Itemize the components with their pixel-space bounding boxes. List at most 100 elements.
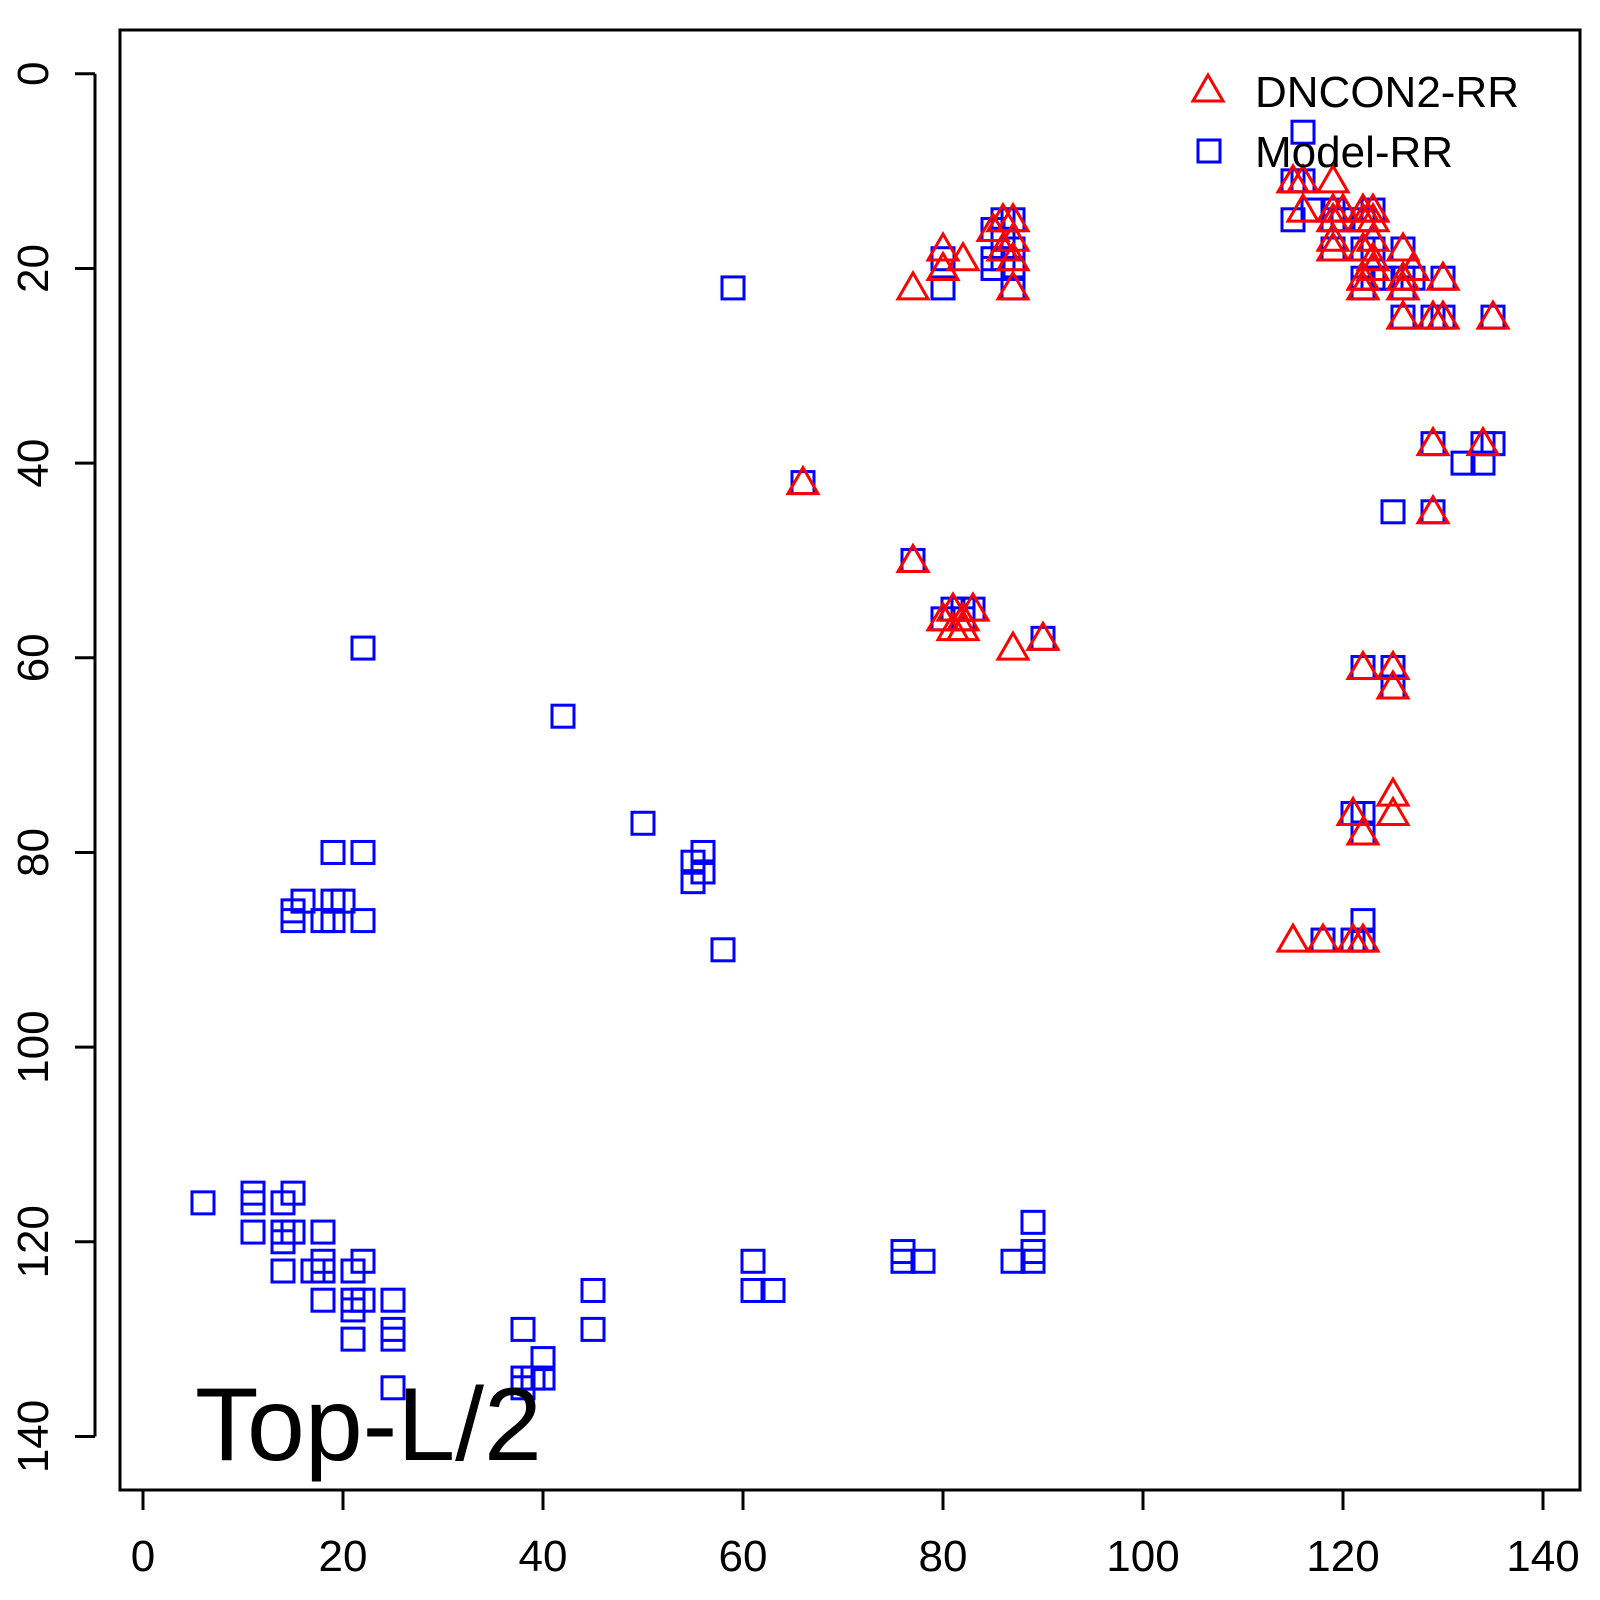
model-rr-point: [740, 1277, 766, 1303]
legend: DNCON2-RR Model-RR: [1190, 68, 1519, 177]
dncon2-rr-point: [995, 630, 1031, 661]
y-tick-label: 100: [9, 1010, 58, 1083]
dncon2-rr-point: [1305, 922, 1341, 953]
model-rr-point: [760, 1277, 786, 1303]
x-tick-label: 140: [1506, 1532, 1579, 1581]
dncon2-rr-point: [1375, 649, 1411, 681]
dncon2-rr-point: [995, 221, 1031, 252]
model-rr-points: [190, 119, 1506, 1401]
dncon2-rr-point: [945, 240, 981, 272]
model-rr-point: [1020, 1248, 1046, 1274]
x-tick-label: 120: [1306, 1532, 1379, 1581]
model-rr-point: [310, 1287, 336, 1313]
dncon2-rr-point: [785, 464, 821, 496]
model-rr-point: [530, 1346, 556, 1372]
annotation-label: Top-L/2: [195, 1367, 542, 1483]
dncon2-rr-point: [995, 201, 1031, 233]
dncon2-rr-point: [1355, 192, 1391, 223]
dncon2-rr-point: [1285, 192, 1321, 223]
dncon2-rr-point: [1025, 620, 1061, 651]
dncon2-rr-point: [1285, 162, 1321, 194]
y-tick-label: 40: [9, 439, 58, 488]
dncon2-rr-point: [945, 610, 981, 642]
y-tick-label: 80: [9, 828, 58, 877]
model-rr-point: [310, 1219, 336, 1245]
model-rr-point: [340, 1297, 366, 1323]
model-rr-point: [550, 703, 576, 729]
y-tick-label: 0: [9, 62, 58, 86]
model-rr-point: [740, 1248, 766, 1274]
model-rr-point: [910, 1248, 936, 1274]
dncon2-rr-point: [945, 600, 981, 632]
dncon2-rr-point: [1415, 493, 1451, 525]
model-rr-point: [320, 908, 346, 934]
legend-label-dncon2-rr: DNCON2-RR: [1255, 68, 1519, 117]
dncon2-rr-point: [995, 269, 1031, 301]
model-rr-point: [270, 1258, 296, 1284]
x-tick-label: 0: [131, 1532, 155, 1581]
y-tick-label: 20: [9, 244, 58, 293]
model-rr-point: [1020, 1209, 1046, 1235]
model-rr-point: [350, 635, 376, 661]
model-rr-point: [340, 1326, 366, 1352]
dncon2-rr-point: [1375, 776, 1411, 807]
dncon2-rr-point: [1385, 269, 1421, 301]
model-rr-point: [710, 937, 736, 963]
model-rr-point: [350, 839, 376, 865]
dncon2-rr-point: [1355, 240, 1391, 272]
model-rr-point: [890, 1248, 916, 1274]
model-rr-point: [380, 1375, 406, 1401]
x-tick-label: 80: [919, 1532, 968, 1581]
x-tick-label: 20: [319, 1532, 368, 1581]
model-rr-point: [1290, 119, 1316, 145]
model-rr-point: [380, 1326, 406, 1352]
model-rr-point: [280, 1180, 306, 1206]
model-rr-point: [380, 1287, 406, 1313]
dncon2-rr-point: [1425, 260, 1461, 291]
dncon2-rr-point: [925, 230, 961, 262]
dncon2-rr-point: [1345, 814, 1381, 846]
dncon2-rr-point: [1395, 250, 1431, 281]
model-rr-point: [1450, 450, 1476, 476]
model-rr-point: [310, 1258, 336, 1284]
dncon2-rr-point: [1335, 795, 1371, 827]
dncon2-rr-point: [1345, 922, 1381, 953]
dncon2-rr-point: [1345, 649, 1381, 681]
model-rr-point: [350, 1248, 376, 1274]
dncon2-rr-point: [1385, 299, 1421, 330]
model-rr-point: [1470, 450, 1496, 476]
dncon2-rr-point: [995, 240, 1031, 272]
model-rr-point: [280, 908, 306, 934]
dncon2-rr-point: [1315, 221, 1351, 252]
dncon2-rr-point: [1355, 201, 1391, 233]
x-tick-label: 100: [1106, 1532, 1179, 1581]
dncon2-rr-point: [1465, 425, 1501, 457]
dncon2-rr-point: [1375, 668, 1411, 700]
model-rr-point: [510, 1316, 536, 1342]
model-rr-point: [240, 1190, 266, 1216]
model-rr-point: [580, 1277, 606, 1303]
x-tick-label: 60: [719, 1532, 768, 1581]
dncon2-rr-point: [1355, 221, 1391, 252]
y-axis: 0 20 40 60 80 100 120 140: [9, 62, 97, 1473]
dncon2-rr-point: [1325, 192, 1361, 223]
dncon2-rr-point: [1275, 922, 1311, 953]
model-rr-point: [320, 839, 346, 865]
dncon2-rr-point: [1385, 230, 1421, 262]
model-rr-point: [190, 1190, 216, 1216]
dncon2-rr-point: [895, 269, 931, 301]
dncon2-rr-point: [1385, 260, 1421, 291]
dncon2-rr-point: [1375, 795, 1411, 827]
model-rr-point: [720, 275, 746, 301]
dncon2-rr-point: [955, 591, 991, 622]
dncon2-rr-point: [1475, 299, 1511, 330]
legend-square-marker: [1196, 138, 1222, 164]
model-rr-point: [630, 810, 656, 836]
dncon2-rr-point: [1415, 425, 1451, 457]
dncon2-rr-point: [1355, 250, 1391, 281]
model-rr-point: [350, 908, 376, 934]
legend-triangle-marker: [1190, 71, 1226, 103]
x-axis: 0 20 40 60 80 100 120 140: [131, 1488, 1580, 1581]
dncon2-rr-point: [1425, 299, 1461, 330]
